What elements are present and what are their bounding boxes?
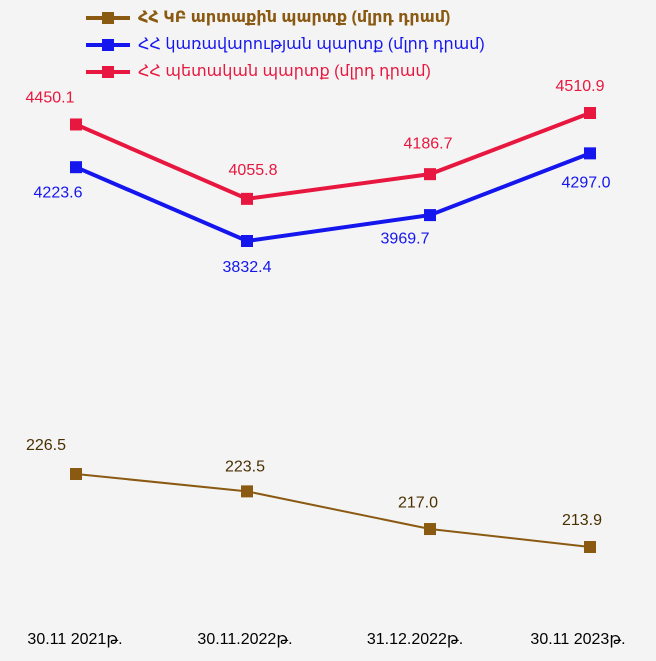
x-tick-label: 30.11 2023թ.: [530, 631, 625, 648]
legend-label: ՀՀ կառավարության պարտք (մլրդ դրամ): [138, 36, 485, 53]
series-line: [75, 111, 591, 201]
x-tick-label: 30.11.2022թ.: [197, 631, 292, 648]
point-marker: [241, 485, 253, 498]
point-marker: [70, 118, 82, 131]
data-label: 4055.8: [229, 162, 278, 179]
point-marker: [241, 192, 253, 205]
data-label: 213.9: [562, 512, 602, 529]
series-line: [75, 473, 591, 548]
legend-label: ՀՀ պետական պարտք (մլրդ դրամ): [138, 63, 431, 80]
data-label: 4510.9: [556, 78, 605, 95]
data-label: 3969.7: [381, 230, 430, 247]
data-label: 4223.6: [34, 184, 83, 201]
data-label: 217.0: [398, 494, 438, 511]
point-marker: [241, 235, 253, 247]
data-label: 3832.4: [223, 259, 272, 276]
legend-marker: [102, 66, 114, 78]
point-marker: [424, 168, 436, 181]
legend-marker: [102, 12, 114, 24]
x-tick-label: 30.11 2021թ.: [27, 631, 122, 648]
point-marker: [70, 161, 82, 174]
point-marker: [584, 541, 596, 553]
point-marker: [70, 468, 82, 480]
point-marker: [584, 147, 596, 160]
x-tick-label: 31.12.2022թ.: [367, 631, 463, 648]
legend-label: ՀՀ ԿԲ արտաքին պարտք (մլրդ դրամ): [138, 9, 450, 26]
point-marker: [424, 209, 436, 222]
data-label: 226.5: [26, 437, 66, 454]
data-label: 4450.1: [26, 90, 75, 107]
data-label: 223.5: [225, 459, 265, 476]
series-line: [75, 151, 591, 244]
data-label: 4297.0: [562, 175, 611, 192]
data-label: 4186.7: [404, 135, 453, 152]
point-marker: [424, 523, 436, 536]
legend-marker: [102, 39, 114, 51]
point-marker: [584, 107, 596, 119]
